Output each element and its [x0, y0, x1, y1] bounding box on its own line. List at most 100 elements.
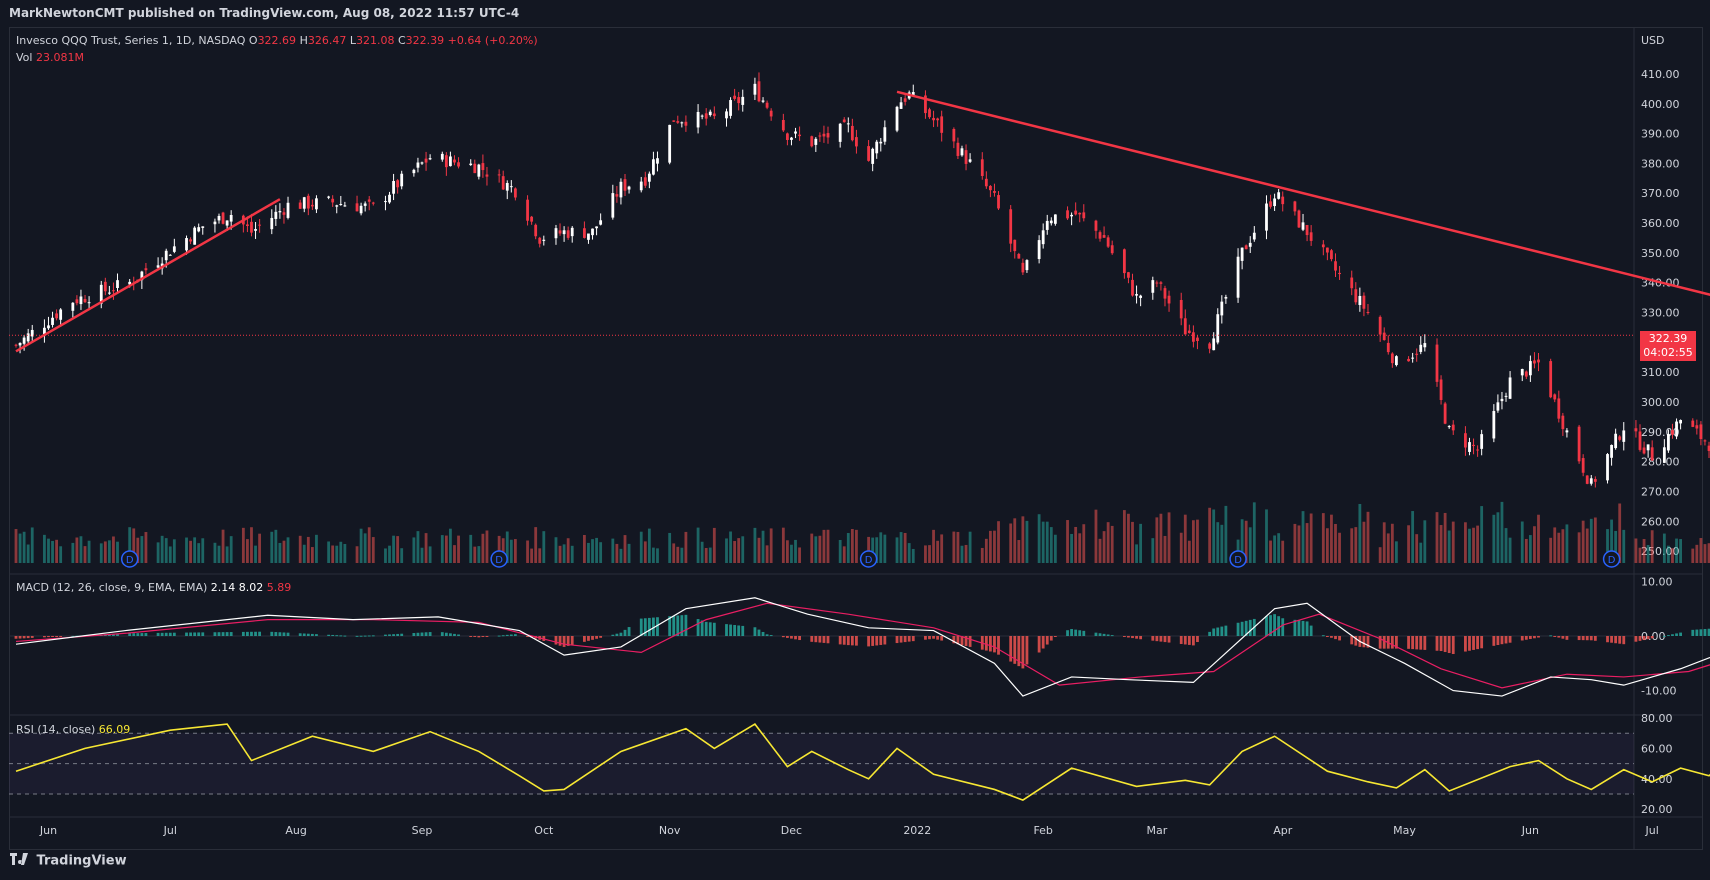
- macd-histogram-bar: [1212, 628, 1216, 636]
- macd-histogram-bar: [1338, 636, 1341, 641]
- candle-body: [1151, 280, 1155, 293]
- candle-body: [453, 159, 456, 163]
- volume-bar: [619, 548, 623, 563]
- candle-body: [47, 325, 50, 329]
- candle-body: [526, 199, 529, 221]
- macd-histogram-bar: [355, 635, 359, 637]
- volume-bar: [1695, 544, 1699, 563]
- footer-brand[interactable]: TradingView: [10, 853, 127, 875]
- macd-histogram-bar: [1325, 636, 1329, 637]
- volume-bar: [477, 546, 481, 563]
- candle-body: [1581, 458, 1585, 473]
- volume-bar: [1565, 524, 1569, 563]
- volume-bar: [1407, 525, 1410, 563]
- volume-bar: [168, 546, 172, 563]
- low-label: L: [349, 34, 356, 47]
- volume-bar: [189, 540, 192, 563]
- macd-histogram-bar: [1439, 636, 1443, 652]
- volume-bar: [371, 537, 375, 563]
- candle-body: [1386, 342, 1390, 353]
- volume-bar: [1151, 538, 1155, 563]
- volume-bar: [733, 541, 737, 563]
- macd-histogram-bar: [331, 634, 335, 636]
- candle-body: [18, 342, 22, 346]
- candle-body: [1443, 403, 1447, 424]
- volume-bar: [55, 539, 58, 563]
- macd-histogram-bar: [420, 632, 424, 636]
- volume-bar: [615, 543, 619, 563]
- volume-bar: [315, 534, 318, 563]
- macd-histogram-bar: [509, 634, 513, 636]
- candle-body: [587, 233, 590, 240]
- volume-bar: [932, 529, 935, 563]
- candle-body: [1082, 212, 1086, 219]
- candle-body: [1122, 249, 1126, 274]
- candle-body: [964, 150, 968, 164]
- volume-legend[interactable]: Vol 23.081M: [16, 51, 84, 64]
- vol-value: 23.081M: [35, 51, 84, 64]
- volume-bar: [924, 545, 927, 563]
- candle-body: [1106, 237, 1110, 247]
- macd-histogram-bar: [940, 636, 944, 641]
- candle-body: [1269, 201, 1272, 207]
- candle-body: [530, 216, 534, 222]
- volume-bar: [570, 545, 574, 563]
- volume-bar: [497, 535, 501, 563]
- macd-histogram-bar: [761, 631, 765, 636]
- candle-body: [737, 97, 741, 104]
- macd-histogram-bar: [1699, 629, 1703, 636]
- macd-histogram-bar: [1066, 630, 1069, 636]
- macd-histogram-bar: [485, 636, 489, 637]
- volume-bar: [1338, 532, 1341, 563]
- macd-histogram-bar: [936, 636, 940, 640]
- candle-body: [128, 281, 132, 285]
- candle-body: [1622, 430, 1626, 442]
- candle-body: [1135, 294, 1138, 296]
- volume-bar: [1179, 532, 1183, 563]
- macd-histogram-bar: [1070, 629, 1073, 636]
- candle-body: [1131, 279, 1134, 296]
- macd-histogram-bar: [932, 636, 935, 639]
- vol-label: Vol: [16, 51, 33, 64]
- candle-body: [1557, 398, 1561, 419]
- volume-bar: [392, 535, 395, 563]
- macd-histogram-bar: [1082, 630, 1086, 636]
- volume-bar: [136, 537, 140, 563]
- macd-histogram-bar: [704, 621, 708, 636]
- candle-body: [1183, 318, 1187, 335]
- macd-legend[interactable]: MACD (12, 26, close, 9, EMA, EMA) 2.14 8…: [16, 581, 291, 594]
- volume-bar: [400, 548, 404, 563]
- volume-bar: [128, 527, 132, 563]
- volume-bar: [99, 543, 103, 563]
- macd-histogram-bar: [156, 632, 160, 636]
- volume-bar: [1098, 538, 1102, 563]
- volume-bar: [1244, 520, 1248, 563]
- volume-bar: [1358, 503, 1362, 563]
- candle-body: [883, 127, 887, 142]
- volume-bar: [1354, 527, 1358, 563]
- candle-body: [1553, 394, 1557, 400]
- main-legend[interactable]: Invesco QQQ Trust, Series 1, 1D, NASDAQ …: [16, 34, 538, 47]
- volume-bar: [1025, 520, 1029, 563]
- macd-histogram-bar: [1480, 636, 1484, 649]
- macd-histogram-bar: [1187, 636, 1191, 645]
- candle-body: [960, 148, 964, 156]
- volume-bar: [989, 530, 992, 563]
- time-axis-label: Apr: [1273, 824, 1293, 837]
- volume-bar: [270, 531, 274, 563]
- macd-histogram-bar: [1196, 636, 1199, 643]
- volume-bar: [786, 540, 789, 563]
- candle-body: [1070, 214, 1073, 217]
- macd-histogram-bar: [1309, 625, 1313, 636]
- macd-histogram-bar: [473, 636, 477, 637]
- macd-histogram-bar: [1622, 636, 1626, 645]
- volume-bar: [1082, 524, 1086, 563]
- macd-histogram-bar: [310, 633, 314, 636]
- candle-body: [855, 137, 858, 147]
- macd-histogram-bar: [1671, 634, 1674, 636]
- volume-bar: [960, 545, 964, 563]
- volume-bar: [1350, 528, 1354, 563]
- rsi-legend[interactable]: RSI (14, close) 66.09: [16, 723, 130, 736]
- macd-histogram-bar: [1610, 636, 1613, 643]
